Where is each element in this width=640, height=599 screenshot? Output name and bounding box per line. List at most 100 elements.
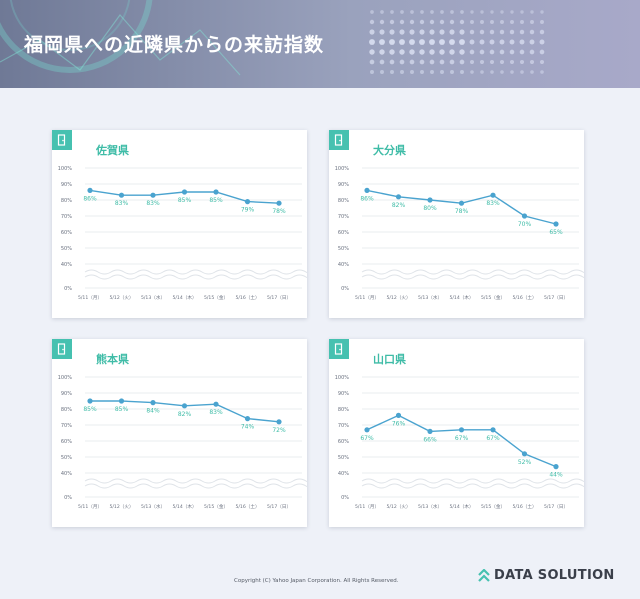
data-label: 86% <box>360 195 374 202</box>
x-tick-label: 5/14（木） <box>449 294 473 301</box>
data-label: 67% <box>360 435 374 442</box>
data-label: 74% <box>241 424 255 431</box>
data-label: 67% <box>455 435 469 442</box>
data-point <box>521 213 528 219</box>
door-icon <box>329 130 349 150</box>
x-tick-label: 5/17（日） <box>544 504 568 510</box>
x-tick-label: 5/16（土） <box>512 294 536 301</box>
copyright-text: Copyright (C) Yahoo Japan Corporation. A… <box>234 578 399 584</box>
data-point <box>213 401 219 407</box>
data-label: 80% <box>423 205 437 212</box>
page-title: 福岡県への近隣県からの来訪指数 <box>24 34 325 56</box>
data-point <box>244 416 251 422</box>
axis-break <box>84 274 307 280</box>
y-tick-label: 90% <box>61 182 72 188</box>
y-tick-label: 40% <box>338 262 349 268</box>
data-point <box>118 398 125 404</box>
data-label: 65% <box>549 229 563 236</box>
x-tick-label: 5/17（日） <box>544 295 568 301</box>
y-tick-label: 60% <box>61 439 72 445</box>
door-icon <box>52 130 72 150</box>
x-tick-label: 5/15（金） <box>204 503 228 510</box>
data-label: 83% <box>115 200 129 207</box>
chart-title: 佐賀県 <box>96 144 129 157</box>
x-tick-label: 5/16（土） <box>512 503 536 510</box>
y-tick-label: 0% <box>341 495 349 501</box>
banner-decoration <box>0 0 545 76</box>
y-tick-label: 40% <box>61 262 72 268</box>
line-chart: 100% 90% 80% 70% 60% 50% 40% 0% 5/11（月） 5/12（火） 5/… <box>58 166 307 301</box>
axis-break <box>361 483 584 489</box>
y-tick-label: 60% <box>338 439 349 445</box>
x-tick-label: 5/15（金） <box>481 294 505 301</box>
y-tick-label: 50% <box>61 246 72 252</box>
y-tick-label: 100% <box>335 375 350 381</box>
data-label: 76% <box>392 420 406 427</box>
chart-card-oita: 大分県 100% 90% 80% 70% 60% 50% 40% 0% 5/11（月） 5/12（… <box>329 130 584 318</box>
data-label: 82% <box>392 202 406 209</box>
data-point <box>87 398 93 404</box>
data-label: 66% <box>423 436 437 443</box>
data-point <box>458 200 465 206</box>
y-tick-label: 0% <box>64 495 72 501</box>
data-point <box>364 187 370 193</box>
data-label: 83% <box>486 200 500 207</box>
y-tick-label: 0% <box>341 286 349 292</box>
y-tick-label: 80% <box>61 198 72 204</box>
y-tick-label: 60% <box>61 230 72 236</box>
data-label: 44% <box>549 472 563 479</box>
data-label: 85% <box>115 406 129 413</box>
y-tick-label: 100% <box>58 166 73 172</box>
x-tick-label: 5/15（金） <box>204 294 228 301</box>
y-tick-label: 50% <box>338 246 349 252</box>
data-point <box>181 403 188 409</box>
data-label: 70% <box>518 221 532 228</box>
header-banner: 福岡県への近隣県からの来訪指数 <box>0 0 640 88</box>
data-point <box>118 192 125 198</box>
chart-card-kumamoto: 熊本県 100% 90% 80% 70% 60% 50% 40% 0% 5/11（月） 5/12（… <box>52 339 307 527</box>
x-tick-label: 5/11（月） <box>355 295 379 301</box>
chevron-up-icon <box>478 568 490 582</box>
data-point <box>521 451 528 457</box>
y-tick-label: 40% <box>61 471 72 477</box>
x-tick-label: 5/14（木） <box>172 294 196 301</box>
x-tick-label: 5/12（火） <box>386 295 410 301</box>
data-label: 82% <box>178 411 192 418</box>
data-label: 83% <box>146 200 160 207</box>
chart-title: 大分県 <box>373 144 406 157</box>
y-tick-label: 0% <box>64 286 72 292</box>
y-tick-label: 40% <box>338 471 349 477</box>
y-tick-label: 50% <box>61 455 72 461</box>
x-tick-label: 5/13（水） <box>418 294 442 301</box>
axis-break <box>84 483 307 489</box>
data-point <box>364 427 370 433</box>
data-point <box>458 427 465 433</box>
x-tick-label: 5/11（月） <box>78 504 102 510</box>
door-icon <box>52 339 72 359</box>
y-tick-label: 70% <box>61 423 72 429</box>
x-tick-label: 5/13（水） <box>418 503 442 510</box>
data-label: 72% <box>272 427 286 434</box>
data-point <box>213 189 219 195</box>
y-tick-label: 70% <box>338 423 349 429</box>
data-point <box>395 194 402 200</box>
data-point <box>181 189 188 195</box>
axis-break <box>361 269 584 275</box>
data-point <box>427 197 433 203</box>
y-tick-label: 60% <box>338 230 349 236</box>
x-tick-label: 5/13（水） <box>141 503 165 510</box>
x-tick-label: 5/16（土） <box>235 503 259 510</box>
data-label: 85% <box>83 406 97 413</box>
data-point <box>87 187 93 193</box>
x-tick-label: 5/14（木） <box>449 503 473 510</box>
line-chart: 100% 90% 80% 70% 60% 50% 40% 0% 5/11（月） 5/12（火） 5/… <box>58 375 307 510</box>
data-label: 52% <box>518 459 532 466</box>
x-tick-label: 5/11（月） <box>78 295 102 301</box>
x-tick-label: 5/17（日） <box>267 504 291 510</box>
data-point <box>553 221 559 227</box>
y-tick-label: 100% <box>335 166 350 172</box>
data-point <box>553 464 559 470</box>
line-chart: 100% 90% 80% 70% 60% 50% 40% 0% 5/11（月） 5/12（火） 5/… <box>335 166 584 301</box>
data-point <box>276 200 282 206</box>
x-tick-label: 5/12（火） <box>386 504 410 510</box>
